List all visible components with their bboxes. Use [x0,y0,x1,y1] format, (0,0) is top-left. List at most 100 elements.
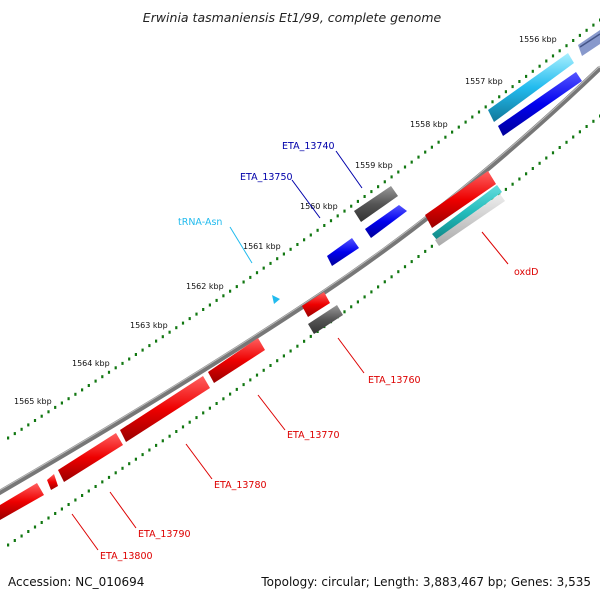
tick-dot [525,74,528,78]
tick-dot [242,383,245,387]
tick-dot [235,387,238,391]
tick-dot [585,125,588,128]
tick-dot [255,373,259,377]
tick-dot [27,530,30,533]
tick-dot [296,344,299,348]
tick-dot [437,140,440,144]
eta-13780-cds[interactable] [120,376,210,442]
tick-dot [222,397,225,401]
eta-13750-cds[interactable] [327,238,359,266]
tick-dot [356,199,359,203]
tick-dot [188,317,191,321]
tick-dot [33,525,37,529]
tick-dot [383,280,386,284]
tick-dot [27,423,30,427]
tick-dot [235,285,238,289]
tick-dot [188,420,191,424]
tick-dot [451,130,454,134]
tick-dot [155,443,158,447]
tick-label-1564: 1564 kbp [72,359,110,368]
tick-dot [161,335,164,339]
map-title: Erwinia tasmaniensis Et1/99, complete ge… [143,10,442,25]
tick-dot [134,457,137,461]
oxdd-rrna[interactable] [432,185,502,240]
tick-dot [215,402,218,405]
tick-dot [155,339,158,343]
tick-dot [94,379,97,383]
tick-dot [403,265,407,269]
tick-dot [592,23,595,27]
tick-dot [229,289,232,293]
gene-block-1556[interactable] [578,30,600,56]
tick-dot [444,135,447,139]
tick-dot [81,388,84,392]
tick-dot [383,180,386,184]
tick-dot [484,105,487,109]
tick-dot [282,252,285,256]
tick-dot [101,480,104,484]
label-eta-13780[interactable]: ETA_13780 [214,480,267,491]
label-oxdd[interactable]: oxdD [514,267,539,278]
tick-dot [168,434,171,438]
tick-dot [370,190,373,194]
tick-dot [7,436,10,440]
tick-dot [390,175,393,179]
cds-block-1557[interactable] [498,72,582,136]
tick-dot [54,512,57,515]
label-eta-13740[interactable]: ETA_13740 [282,141,335,152]
eta-13770-cds[interactable] [208,338,265,383]
tick-label-1559: 1559 kbp [355,161,393,170]
tick-dot [60,401,63,405]
tick-dot [208,303,211,307]
label-eta-13800[interactable]: ETA_13800 [100,551,153,562]
tick-dot [54,405,57,409]
tick-dot [20,427,23,431]
tick-dot [87,384,90,387]
label-eta-13760[interactable]: ETA_13760 [368,375,421,386]
tick-label-1557: 1557 kbp [465,77,503,86]
tick-dot [430,145,433,149]
tick-dot [141,453,144,457]
eta-13790-small[interactable] [47,474,58,490]
tick-dot [81,494,84,497]
tick-dot [350,305,353,309]
eta-13740-cds[interactable] [365,205,407,238]
tick-dot [572,135,575,139]
tick-dot [457,125,460,129]
tick-dot [289,349,292,353]
label-eta-13770[interactable]: ETA_13770 [287,430,340,441]
tick-dot [222,294,225,298]
label-eta-13790[interactable]: ETA_13790 [138,529,191,540]
eta-13760-cds[interactable] [302,292,330,317]
tick-label-1562: 1562 kbp [186,282,224,291]
trna-block-1557[interactable] [488,53,574,122]
tick-dot [262,266,265,270]
etb-13740-gene[interactable] [354,186,398,222]
tick-dot [296,243,299,246]
label-trna-asn[interactable]: tRNA-Asn [178,217,222,228]
tick-dot [47,410,50,414]
tick-dot [424,249,427,253]
tick-dot [316,228,319,232]
tick-dot [430,244,433,248]
oxdd-misc[interactable] [435,194,505,246]
eta-13800-cds[interactable] [0,483,44,520]
label-eta-13750[interactable]: ETA_13750 [240,172,293,183]
tick-label-1563: 1563 kbp [130,321,168,330]
tick-dot [545,59,548,63]
trna-asn-feature[interactable] [272,295,280,304]
tick-dot [370,290,373,294]
oxdd-cds[interactable] [425,171,496,228]
eta-13790-cds[interactable] [58,433,123,482]
tick-dot [417,255,420,258]
forward-strand-features [272,30,600,304]
feature-labels: ETA_13740 ETA_13750 tRNA-Asn oxdD ETA_13… [100,141,539,562]
tick-dot [20,534,23,538]
tick-dot [13,432,16,436]
tick-dot [249,275,252,279]
eta-13760-gene[interactable] [308,305,343,334]
tick-dot [592,119,595,123]
tick-label-1556: 1556 kbp [519,35,557,44]
tick-dot [323,224,326,227]
inner-tick-dots [7,114,600,547]
